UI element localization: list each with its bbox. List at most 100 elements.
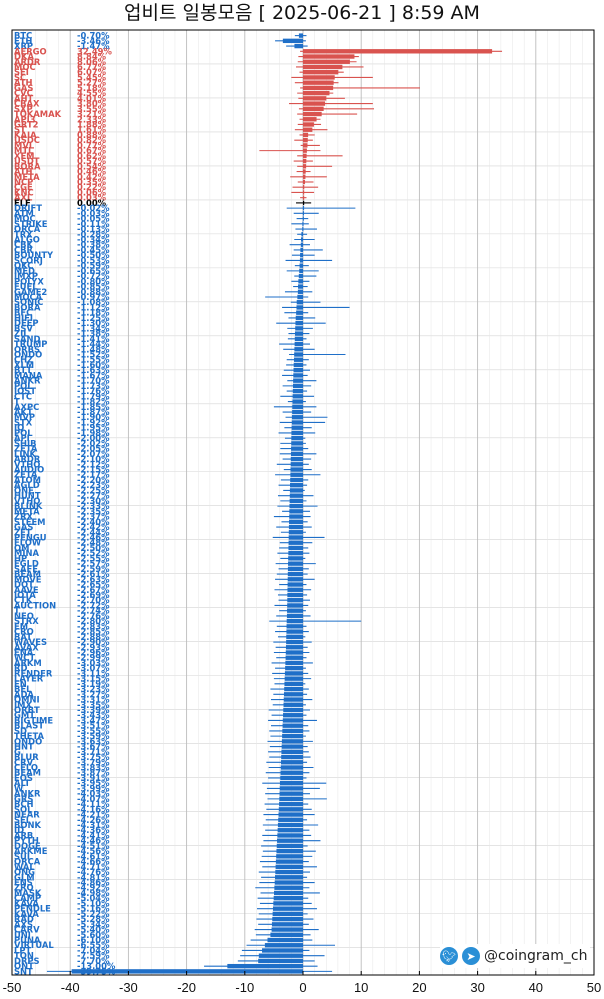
coin-change-pct: -4.26%: [77, 815, 110, 825]
coin-change-pct: -1.12%: [77, 302, 110, 312]
x-axis-ticks: -50 -40 -30 -20 -10 0 10 20 30 40 50: [3, 971, 601, 995]
coin-symbol: RD: [14, 663, 27, 673]
coin-symbol: T: [14, 606, 20, 616]
coin-change-pct: -4.56%: [77, 846, 110, 856]
coin-change-pct: -7.59%: [77, 951, 110, 961]
coin-symbol: BONK: [14, 820, 42, 830]
coin-change-pct: -1.70%: [77, 376, 110, 386]
change-bar: [284, 681, 303, 687]
coin-change-pct: -3.46%: [77, 36, 110, 46]
change-bar: [287, 608, 303, 613]
change-bar: [258, 953, 303, 958]
coin-symbol: META: [14, 172, 40, 182]
coin-symbol: PUNA: [14, 935, 41, 945]
coin-change-pct: -1.76%: [77, 386, 110, 396]
coin-symbol: KAVA: [14, 898, 39, 908]
coin-symbol: ELF: [14, 198, 31, 208]
change-bar: [303, 59, 350, 64]
change-bar: [303, 137, 308, 143]
coin-change-pct: 0.35%: [77, 177, 107, 187]
coin-symbol: STX: [14, 417, 33, 427]
coin-change-pct: -4.46%: [77, 836, 110, 846]
coin-symbol: GRT2: [14, 119, 39, 129]
change-bar: [283, 707, 303, 713]
coin-change-pct: -2.59%: [77, 564, 110, 574]
coin-symbol: BFC: [14, 308, 32, 318]
coin-symbol: GAS: [14, 83, 33, 93]
change-bar: [303, 75, 335, 80]
coin-symbol: XLM: [14, 360, 34, 370]
change-bar: [286, 629, 303, 634]
coin-change-pct: 0.67%: [77, 146, 107, 156]
change-bar: [303, 143, 308, 148]
coin-symbol: VIRTUAL: [14, 940, 54, 950]
coin-symbol: BORA: [14, 161, 41, 171]
coin-symbol: POLYX: [14, 276, 44, 286]
change-bar: [303, 70, 339, 75]
change-bar: [303, 127, 313, 132]
coin-symbol: GLM: [14, 872, 35, 882]
coin-symbol: MOCA: [14, 292, 43, 302]
coin-symbol: STEEM: [14, 517, 46, 527]
change-bar: [285, 650, 303, 655]
coin-change-pct: -2.37%: [77, 512, 110, 522]
coin-change-pct: -4.51%: [77, 841, 110, 851]
coin-change-pct: -1.79%: [77, 391, 110, 401]
coin-symbol: WAVES: [14, 637, 47, 647]
change-bar: [262, 948, 303, 953]
change-bar: [291, 430, 303, 436]
coin-symbol: FLOW: [14, 538, 41, 548]
change-bar: [289, 503, 303, 509]
coin-symbol: ANKR: [14, 789, 41, 799]
coin-change-pct: 1.61%: [77, 125, 107, 135]
coin-change-pct: 5.45%: [77, 72, 107, 82]
coin-change-pct: -2.65%: [77, 580, 110, 590]
coin-symbol: POL: [14, 428, 33, 438]
change-bar: [277, 833, 303, 838]
change-bar: [298, 284, 303, 289]
change-bar: [303, 200, 305, 206]
change-bar: [288, 540, 303, 545]
coin-change-pct: -4.21%: [77, 810, 110, 820]
coin-symbol: GAME2: [14, 287, 47, 297]
change-bar: [299, 268, 303, 274]
change-bar: [290, 483, 303, 488]
coin-change-pct: -1.25%: [77, 313, 110, 323]
change-bar: [303, 64, 343, 70]
change-bar: [299, 263, 303, 268]
coin-symbol: CBAX: [14, 99, 40, 109]
change-bar: [290, 462, 303, 467]
coin-labels: BTC -0.70% ETH -3.46% XRP -1.47% AERGO 32.49% DK…: [14, 31, 116, 977]
twitter-icon: 🐦︎: [440, 947, 458, 965]
coin-symbol: T: [14, 397, 20, 407]
coin-change-pct: -3.51%: [77, 721, 110, 731]
x-tick-label: 40: [529, 980, 543, 995]
coin-change-pct: -7.04%: [77, 945, 110, 955]
coin-change-pct: -1.41%: [77, 334, 110, 344]
change-bar: [277, 828, 303, 833]
coin-change-pct: -2.44%: [77, 527, 110, 537]
coin-symbol: BTC: [14, 31, 32, 41]
change-bar: [282, 733, 303, 739]
change-bar: [286, 634, 303, 640]
coin-symbol: ATM: [14, 208, 34, 218]
coin-symbol: G: [14, 747, 21, 757]
coin-change-pct: -2.96%: [77, 647, 110, 657]
coin-symbol: SOL: [14, 804, 33, 814]
change-bar: [300, 247, 303, 253]
change-bar: [291, 441, 303, 446]
coin-change-pct: -4.31%: [77, 820, 110, 830]
change-bar: [288, 535, 303, 540]
coin-change-pct: -0.38%: [77, 240, 110, 250]
coin-symbol: ARDR: [14, 57, 41, 67]
coin-change-pct: -3.07%: [77, 663, 110, 673]
coin-change-pct: -2.83%: [77, 621, 110, 631]
coin-change-pct: -1.47%: [77, 41, 110, 51]
x-tick-label: 50: [587, 980, 601, 995]
change-bar: [301, 232, 303, 237]
change-bar: [283, 697, 303, 702]
coin-change-pct: -5.04%: [77, 893, 110, 903]
coin-change-pct: -1.82%: [77, 397, 110, 407]
coin-symbol: USDC: [14, 135, 40, 145]
coin-change-pct: -4.98%: [77, 888, 110, 898]
